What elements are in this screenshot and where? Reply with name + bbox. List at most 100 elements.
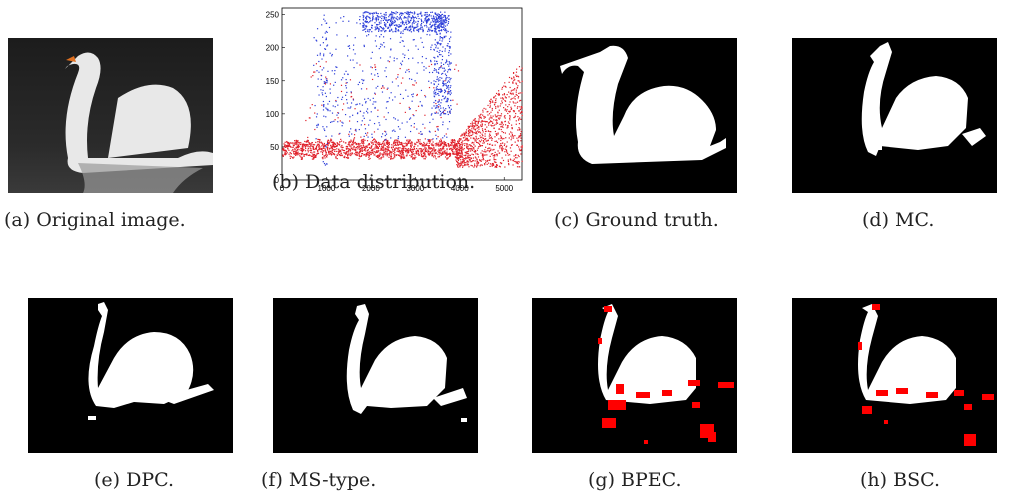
red-point: [296, 142, 298, 144]
blue-point: [435, 89, 438, 91]
blue-point: [422, 123, 424, 125]
red-point: [368, 156, 370, 158]
blue-point: [349, 107, 351, 109]
red-point: [394, 143, 397, 146]
red-point: [501, 125, 503, 127]
blue-point: [433, 68, 436, 70]
red-point: [443, 143, 445, 145]
red-point: [401, 148, 403, 150]
blue-point: [406, 13, 408, 15]
blue-point: [326, 163, 328, 165]
red-point: [393, 157, 395, 159]
red-point: [501, 142, 504, 144]
blue-point: [377, 24, 379, 26]
blue-point: [433, 56, 435, 59]
red-point: [368, 152, 370, 154]
blue-point: [444, 30, 446, 32]
blue-point: [428, 15, 430, 17]
red-point: [382, 149, 384, 151]
red-point: [483, 117, 485, 119]
blue-point: [317, 123, 319, 125]
red-point: [516, 94, 518, 97]
red-point: [439, 143, 441, 145]
red-point: [460, 156, 462, 159]
red-point: [459, 166, 461, 168]
red-point: [317, 144, 319, 146]
red-point: [501, 102, 503, 104]
blue-point: [321, 69, 323, 71]
blue-point: [364, 128, 367, 130]
blue-point: [440, 65, 443, 67]
red-point: [474, 150, 476, 152]
blue-point: [442, 22, 444, 24]
red-point: [415, 143, 417, 145]
red-point: [285, 153, 287, 155]
red-point: [474, 145, 476, 147]
blue-point: [382, 27, 385, 29]
red-point: [469, 129, 471, 131]
red-point: [366, 134, 368, 136]
red-point: [461, 145, 463, 147]
red-point: [333, 143, 335, 145]
red-point: [401, 143, 403, 145]
blue-point: [433, 96, 436, 98]
blue-point: [443, 28, 445, 31]
red-point: [446, 154, 448, 156]
red-point: [380, 143, 382, 145]
blue-point: [413, 19, 415, 21]
red-point: [398, 140, 400, 143]
blue-point: [420, 37, 422, 39]
red-point: [501, 100, 503, 102]
blue-point: [348, 131, 351, 133]
blue-point: [378, 23, 381, 25]
red-point: [289, 146, 292, 148]
red-point: [348, 149, 350, 151]
red-point: [509, 111, 511, 113]
red-point: [430, 143, 432, 145]
red-point: [453, 146, 455, 148]
red-point: [356, 146, 359, 148]
blue-point: [446, 45, 449, 47]
red-point: [352, 98, 354, 100]
red-point: [459, 149, 461, 151]
red-point: [321, 104, 323, 106]
red-point: [388, 154, 390, 156]
blue-point: [393, 24, 396, 26]
blue-point: [402, 22, 404, 25]
red-point: [486, 126, 488, 128]
red-point: [488, 143, 491, 146]
blue-point: [324, 92, 327, 94]
red-point: [513, 76, 515, 78]
red-point: [349, 152, 351, 154]
red-point: [381, 142, 384, 144]
red-point: [411, 151, 413, 154]
red-point: [335, 145, 338, 148]
red-point: [327, 149, 329, 151]
red-point: [438, 156, 441, 158]
red-point: [296, 152, 298, 155]
red-point: [505, 137, 507, 139]
blue-point: [383, 28, 385, 30]
red-point: [464, 133, 467, 135]
red-point: [498, 165, 501, 167]
red-point: [296, 143, 298, 145]
red-point: [309, 117, 311, 119]
red-point: [446, 158, 448, 160]
red-point: [400, 156, 402, 158]
red-point: [302, 149, 304, 151]
red-point: [512, 82, 514, 84]
red-point: [294, 153, 296, 155]
red-point: [473, 148, 475, 150]
blue-point: [411, 12, 414, 14]
red-point: [510, 135, 512, 137]
blue-point: [439, 76, 441, 79]
red-point: [462, 161, 464, 163]
blue-point: [371, 136, 373, 138]
red-point: [412, 84, 414, 86]
red-point: [415, 150, 417, 152]
red-point: [367, 132, 369, 134]
red-point: [397, 147, 399, 149]
blue-point: [388, 18, 390, 21]
blue-point: [443, 35, 445, 38]
red-point: [408, 142, 410, 144]
